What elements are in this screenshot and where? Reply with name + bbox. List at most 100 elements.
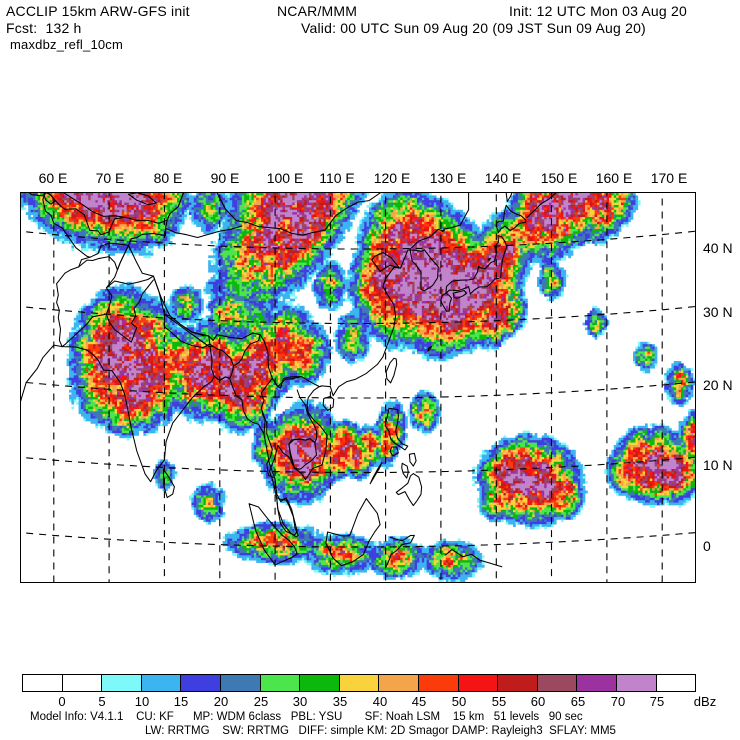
lon-tick-160e: 160 E xyxy=(596,170,633,186)
institution-label: NCAR/MMM xyxy=(277,3,357,19)
coastline-borneo xyxy=(325,498,381,567)
coastline-afghan-n xyxy=(78,242,130,268)
coastline-japan-kyushu xyxy=(440,292,453,312)
coastline-india-north xyxy=(105,275,214,348)
coastline-japan-honshu xyxy=(445,234,508,295)
coastline-arabia-coast xyxy=(25,344,63,384)
lon-tick-60e: 60 E xyxy=(39,170,68,186)
coastline-malay-pen xyxy=(276,497,299,538)
coastline-indochina xyxy=(263,385,328,536)
colorbar-cell-13 xyxy=(537,675,578,691)
coastline-thai-myanmar xyxy=(260,407,275,479)
parallel-20 xyxy=(26,381,695,399)
colorbar-cell-1 xyxy=(62,675,103,691)
lon-tick-170e: 170 E xyxy=(651,170,688,186)
colorbar-cell-6 xyxy=(260,675,301,691)
coastline-japan-shikoku xyxy=(452,289,467,299)
cb-tick-45: 45 xyxy=(412,694,426,709)
colorbar-cell-14 xyxy=(577,675,617,691)
colorbar-units-label: dBz xyxy=(694,694,716,709)
coastline-okinawa xyxy=(427,345,433,352)
coastline-india-pak-border xyxy=(105,279,154,343)
lon-tick-110e: 110 E xyxy=(319,170,355,186)
coastline-bangladesh xyxy=(209,343,235,381)
map-canvas xyxy=(21,193,695,582)
cb-tick-35: 35 xyxy=(333,694,347,709)
coastline-sumatra-nw xyxy=(248,503,298,566)
cb-tick-40: 40 xyxy=(373,694,387,709)
lat-tick-0: 0 xyxy=(703,538,711,554)
coastline-tarim-border xyxy=(165,225,243,239)
coastline-persian xyxy=(21,381,27,402)
lon-tick-150e: 150 E xyxy=(541,170,578,186)
cb-tick-70: 70 xyxy=(611,694,625,709)
lon-tick-100e: 100 E xyxy=(267,170,304,186)
cb-tick-0: 0 xyxy=(58,694,65,709)
cb-tick-5: 5 xyxy=(98,694,105,709)
colorbar-cell-0 xyxy=(23,675,63,691)
lon-tick-120e: 120 E xyxy=(374,170,411,186)
lon-tick-140e: 140 E xyxy=(485,170,522,186)
colorbar-cell-15 xyxy=(616,675,657,691)
coastline-sri-lanka xyxy=(162,468,175,499)
coastline-asia-north-border xyxy=(63,193,470,233)
coastline-laos-viet xyxy=(288,389,318,469)
map-panel[interactable] xyxy=(20,192,696,583)
model-info-line-2: LW: RRTMG SW: RRTMG DIFF: simple KM: 2D … xyxy=(145,724,616,738)
lat-tick-30n: 30 N xyxy=(703,304,733,320)
coastline-visayas-2 xyxy=(408,452,417,467)
coastline-balkhash xyxy=(127,193,157,206)
colorbar[interactable] xyxy=(22,674,696,692)
lon-tick-90e: 90 E xyxy=(211,170,240,186)
coastline-mongolia xyxy=(216,193,381,236)
parallel-0 xyxy=(26,532,695,548)
parallel-40 xyxy=(26,230,695,250)
coastline-taiwan xyxy=(385,357,398,384)
colorbar-cell-5 xyxy=(220,675,261,691)
coastline-palawan xyxy=(369,462,383,485)
coastline-japan-hokkaido xyxy=(495,204,527,234)
cb-tick-30: 30 xyxy=(293,694,307,709)
cb-tick-75: 75 xyxy=(650,694,664,709)
cb-tick-25: 25 xyxy=(254,694,268,709)
cb-tick-20: 20 xyxy=(214,694,228,709)
coastline-india-west xyxy=(61,244,265,483)
coastline-luzon xyxy=(384,407,409,451)
parallel-30 xyxy=(26,306,695,325)
colorbar-cell-11 xyxy=(458,675,499,691)
lon-tick-70e: 70 E xyxy=(96,170,125,186)
coastline-kz-uz-2 xyxy=(42,193,91,258)
coastline-hainan xyxy=(322,395,335,412)
init-time-label: Init: 12 UTC Mon 03 Aug 20 xyxy=(509,3,687,19)
coastline-cambodia xyxy=(288,438,318,470)
cb-tick-50: 50 xyxy=(452,694,466,709)
colorbar-cell-16 xyxy=(656,675,696,691)
colorbar-cell-4 xyxy=(181,675,221,691)
colorbar-cell-3 xyxy=(141,675,182,691)
model-info-line-1: Model Info: V4.1.1 CU: KF MP: WDM 6class… xyxy=(30,710,583,724)
colorbar-cell-12 xyxy=(498,675,538,691)
coastline-mindanao xyxy=(395,473,423,507)
lat-tick-40n: 40 N xyxy=(703,240,733,256)
coastline-seaof-japan-sml1 xyxy=(487,257,492,262)
coastline-china-ne xyxy=(409,228,445,250)
coastline-bohai-korea xyxy=(400,248,439,292)
colorbar-cell-7 xyxy=(300,675,340,691)
coastline-myanmar-india xyxy=(233,334,261,367)
cb-tick-15: 15 xyxy=(174,694,188,709)
colorbar-cell-8 xyxy=(339,675,380,691)
forecast-hour: Fcst: 132 h xyxy=(6,20,82,36)
graticule-grid xyxy=(26,193,695,582)
field-name: maxdbz_refl_10cm xyxy=(10,37,123,53)
colorbar-cell-9 xyxy=(379,675,419,691)
parallel-10 xyxy=(26,456,695,474)
cb-tick-10: 10 xyxy=(135,694,149,709)
lon-tick-80e: 80 E xyxy=(154,170,183,186)
coastline-visayas-3 xyxy=(389,446,399,457)
cb-tick-65: 65 xyxy=(571,694,585,709)
coastline-new-guinea xyxy=(444,549,503,568)
colorbar-cell-2 xyxy=(102,675,142,691)
colorbar-cell-10 xyxy=(418,675,459,691)
lat-tick-20n: 20 N xyxy=(703,377,733,393)
coastline-pak-iran xyxy=(56,244,130,348)
